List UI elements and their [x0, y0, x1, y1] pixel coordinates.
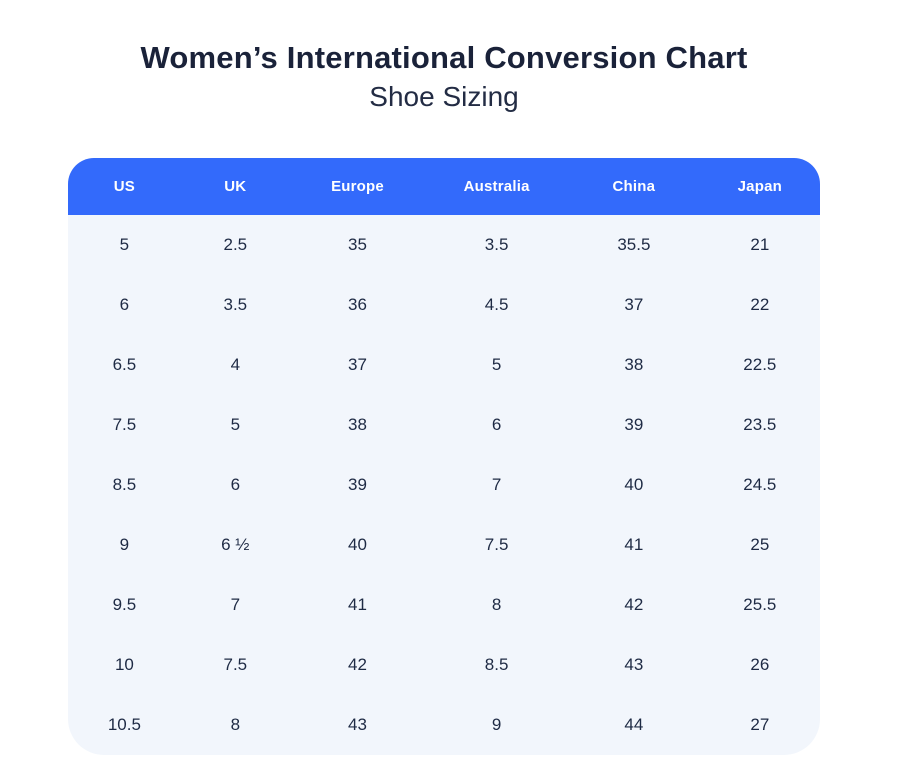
table-cell: 8 [230, 715, 241, 734]
table-cell: 21 [750, 235, 770, 254]
table-row: 10 7.5 42 8.5 43 26 [68, 635, 820, 695]
table-cell: 37 [348, 355, 367, 374]
table-body: 5 2.5 35 3.5 35.5 21 6 3.5 36 4.5 37 22 6.5 4 37 5 38 22.… [68, 215, 820, 755]
table-cell: 40 [624, 475, 644, 494]
column-header-europe: Europe [289, 158, 426, 215]
column-header-uk: UK [180, 158, 290, 215]
table-cell: 41 [624, 535, 644, 554]
column-header-australia: Australia [425, 158, 569, 215]
table-row: 7.5 5 38 6 39 23.5 [68, 395, 820, 455]
table-cell: 35.5 [617, 235, 651, 254]
table-cell: 4.5 [484, 295, 509, 314]
table-cell: 36 [348, 295, 367, 314]
table-cell: 44 [624, 715, 644, 734]
table-row: 10.5 8 43 9 44 27 [68, 695, 820, 755]
header-row: US UK Europe Australia China Japan [68, 158, 820, 215]
table-cell: 8.5 [484, 655, 509, 674]
column-header-us: US [68, 158, 181, 215]
table-cell: 3.5 [484, 235, 509, 254]
table-cell: 5 [230, 415, 241, 434]
table-cell: 25 [750, 535, 770, 554]
table-cell: 7 [491, 475, 502, 494]
table-cell: 2.5 [223, 235, 248, 254]
table-cell: 22 [750, 295, 770, 314]
table-cell: 6 [491, 415, 502, 434]
table-cell: 37 [624, 295, 644, 314]
table-cell: 4 [230, 355, 241, 374]
table-cell: 38 [348, 415, 367, 434]
table-cell: 9 [491, 715, 502, 734]
table-cell: 23.5 [743, 415, 777, 434]
table-cell: 7.5 [484, 535, 509, 554]
page-content: Women’s International Conversion Chart S… [68, 0, 820, 755]
table-cell: 40 [348, 535, 367, 554]
table-cell: 5 [491, 355, 502, 374]
column-header-japan: Japan [699, 158, 820, 215]
table-cell: 3.5 [223, 295, 248, 314]
table-cell: 43 [624, 655, 644, 674]
table-cell: 6.5 [112, 355, 137, 374]
table-cell: 42 [348, 655, 367, 674]
table-row: 9 6 ½ 40 7.5 41 25 [68, 515, 820, 575]
table-cell: 27 [750, 715, 770, 734]
table-cell: 25.5 [743, 595, 777, 614]
page-title: Women’s International Conversion Chart [140, 40, 748, 75]
table-cell: 7.5 [223, 655, 248, 674]
table-cell: 43 [348, 715, 367, 734]
table-cell: 26 [750, 655, 770, 674]
table-cell: 22.5 [743, 355, 777, 374]
table-cell: 9.5 [112, 595, 137, 614]
table-cell: 10 [114, 655, 134, 674]
table-cell: 9 [119, 535, 130, 554]
table-cell: 41 [348, 595, 367, 614]
table-cell: 7 [230, 595, 241, 614]
table-row: 6.5 4 37 5 38 22.5 [68, 335, 820, 395]
table-cell: 8.5 [112, 475, 137, 494]
conversion-table: US UK Europe Australia China Japan 5 2.5 35 3.5 3… [68, 158, 820, 755]
table-cell: 35 [348, 235, 367, 254]
table-cell: 6 [119, 295, 130, 314]
conversion-table-container: US UK Europe Australia China Japan 5 2.5 35 3.5 3… [68, 158, 820, 755]
table-cell: 7.5 [112, 415, 137, 434]
table-cell: 8 [491, 595, 502, 614]
table-row: 8.5 6 39 7 40 24.5 [68, 455, 820, 515]
page-subtitle: Shoe Sizing [369, 81, 519, 112]
table-row: 9.5 7 41 8 42 25.5 [68, 575, 820, 635]
table-row: 5 2.5 35 3.5 35.5 21 [68, 215, 820, 275]
table-cell: 42 [624, 595, 644, 614]
table-cell: 6 ½ [221, 535, 250, 554]
table-cell: 24.5 [743, 475, 777, 494]
table-cell: 38 [624, 355, 644, 374]
table-cell: 39 [624, 415, 644, 434]
table-cell: 6 [230, 475, 241, 494]
table-cell: 10.5 [107, 715, 141, 734]
table-cell: 5 [119, 235, 130, 254]
table-row: 6 3.5 36 4.5 37 22 [68, 275, 820, 335]
column-header-china: China [568, 158, 700, 215]
table-cell: 39 [348, 475, 367, 494]
